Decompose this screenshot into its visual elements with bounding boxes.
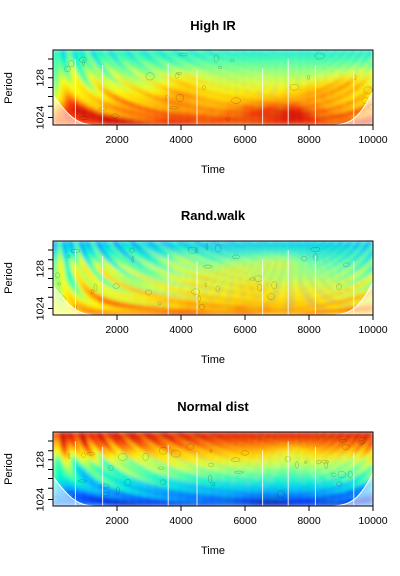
power-field <box>53 432 373 506</box>
x-tick-label: 8000 <box>297 324 321 336</box>
y-axis-label: Period <box>3 72 15 104</box>
y-tick-label: 1024 <box>35 297 47 321</box>
x-axis: 2000 4000 6000 8000 10000 <box>105 125 387 146</box>
x-tick-label: 2000 <box>105 515 129 527</box>
x-axis-label: Time <box>201 164 225 176</box>
x-axis-label: Time <box>201 354 225 366</box>
x-axis-label: Time <box>201 545 225 557</box>
y-axis: 128 1024 <box>35 441 53 511</box>
wavelet-power-heatmap <box>53 432 373 506</box>
y-axis-label: Period <box>3 453 15 485</box>
y-axis-label: Period <box>3 262 15 294</box>
heatmap-area <box>53 241 373 315</box>
x-tick-label: 6000 <box>233 324 257 336</box>
heatmap-area <box>53 50 377 125</box>
x-tick-label: 2000 <box>105 134 129 146</box>
x-axis: 2000 4000 6000 8000 10000 <box>105 315 387 336</box>
y-tick-label: 128 <box>35 451 47 469</box>
x-tick-label: 8000 <box>297 515 321 527</box>
panel-high-ir: High IR 2000 4000 6000 8000 10000 128 1024 Ti… <box>3 18 388 176</box>
x-tick-label: 6000 <box>233 134 257 146</box>
panel-title: Rand.walk <box>181 208 246 223</box>
x-tick-label: 10000 <box>358 134 387 146</box>
panel-title: High IR <box>190 18 236 33</box>
x-tick-label: 2000 <box>105 324 129 336</box>
x-tick-label: 10000 <box>358 324 387 336</box>
y-tick-label: 1024 <box>35 488 47 512</box>
y-tick-label: 128 <box>35 260 47 278</box>
x-tick-label: 10000 <box>358 515 387 527</box>
wavelet-power-heatmap <box>53 50 377 125</box>
y-axis: 128 1024 <box>35 250 53 320</box>
x-tick-label: 4000 <box>169 134 193 146</box>
wavelet-power-heatmap <box>53 241 373 315</box>
x-tick-label: 6000 <box>233 515 257 527</box>
x-tick-label: 8000 <box>297 134 321 146</box>
x-tick-label: 4000 <box>169 515 193 527</box>
power-field <box>53 241 373 315</box>
y-axis: 128 1024 <box>35 59 53 129</box>
y-tick-label: 1024 <box>35 106 47 130</box>
panel-title: Normal dist <box>177 399 249 414</box>
y-tick-label: 128 <box>35 69 47 87</box>
x-axis: 2000 4000 6000 8000 10000 <box>105 506 387 527</box>
power-field <box>53 50 373 125</box>
x-tick-label: 4000 <box>169 324 193 336</box>
panel-normal-dist: Normal dist 2000 4000 6000 8000 10000 128 102… <box>3 399 388 557</box>
heatmap-area <box>53 432 373 506</box>
